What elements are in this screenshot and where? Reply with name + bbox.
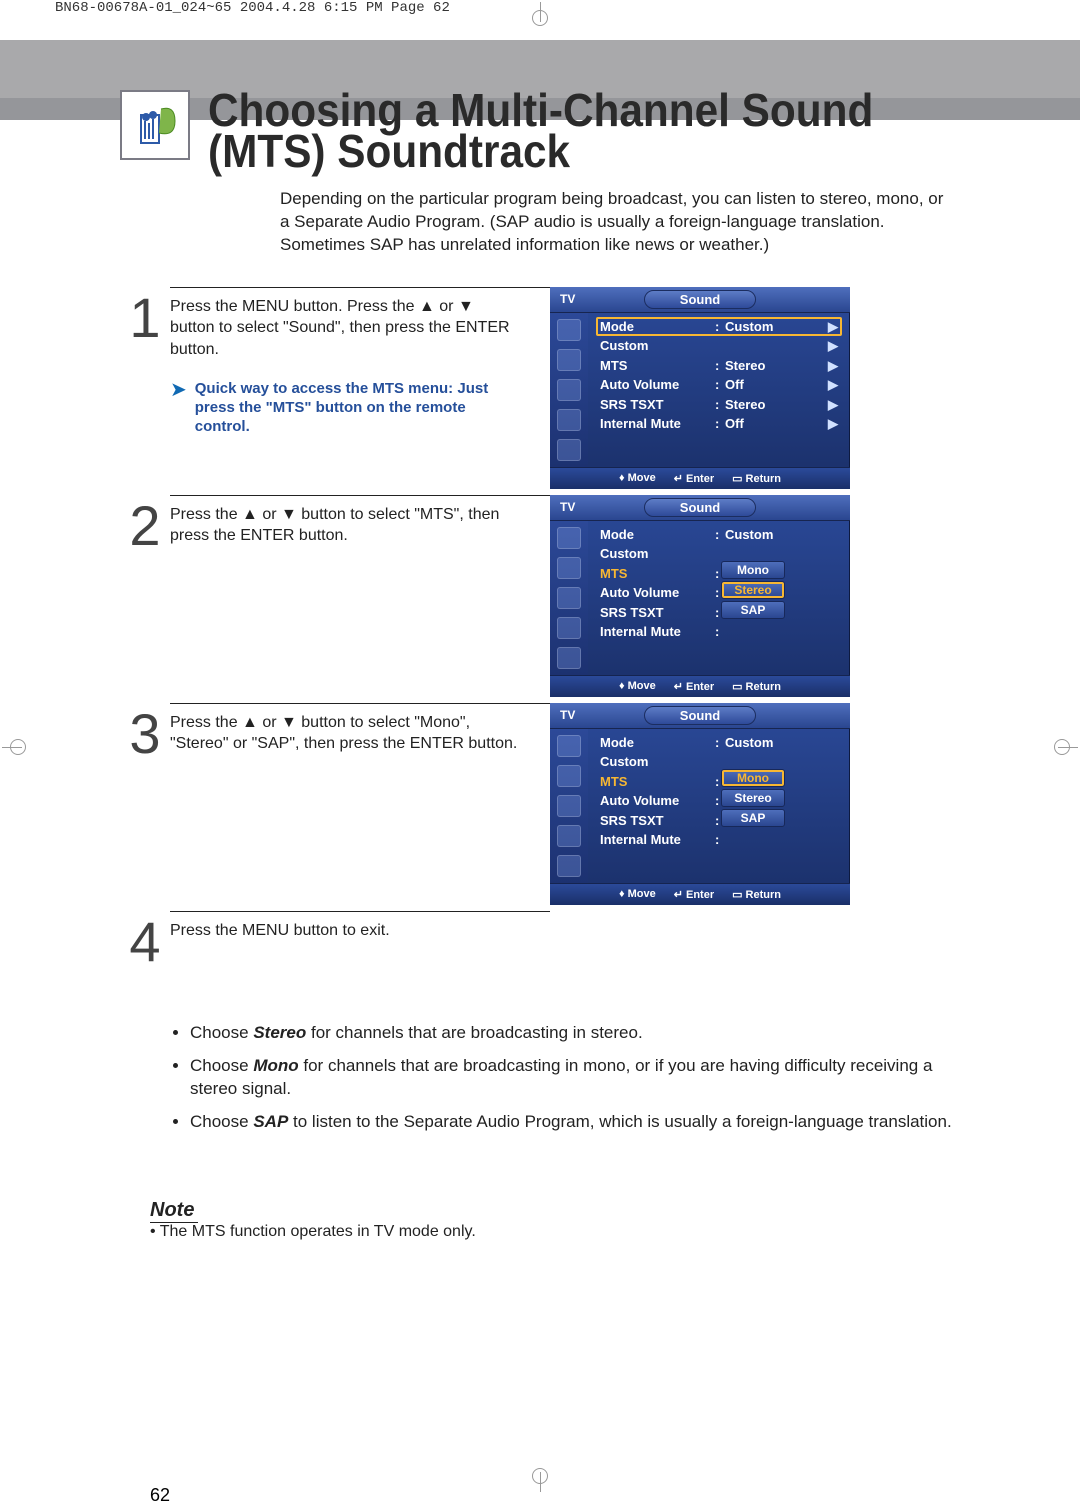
osd-item-mute: Internal Mute: bbox=[596, 622, 842, 642]
osd-footer: ♦Move ↵Enter ▭Return bbox=[550, 467, 850, 489]
osd-item-mode: Mode:Custom▶ bbox=[596, 317, 842, 337]
step-1-text: Press the MENU button. Press the ▲ or ▼ … bbox=[170, 296, 520, 361]
osd-option-sap: SAP bbox=[721, 601, 785, 619]
osd-item-srs: SRS TSXT: bbox=[596, 603, 842, 623]
osd-side-icon bbox=[557, 527, 581, 549]
osd-option-stereo: Stereo bbox=[721, 581, 785, 599]
osd-option-sap: SAP bbox=[721, 809, 785, 827]
osd-item-srs: SRS TSXT: bbox=[596, 811, 842, 831]
crop-header-text: BN68-00678A-01_024~65 2004.4.28 6:15 PM … bbox=[55, 0, 450, 16]
tip-text: Quick way to access the MTS menu: Just p… bbox=[195, 380, 520, 436]
osd-side-icon bbox=[557, 617, 581, 639]
osd-item-custom: Custom▶ bbox=[596, 336, 842, 356]
osd-item-auto: Auto Volume: bbox=[596, 583, 842, 603]
step-4-text: Press the MENU button to exit. bbox=[170, 920, 520, 942]
osd-item-mode: Mode:Custom bbox=[596, 733, 842, 753]
osd-item-mute: Internal Mute:Off▶ bbox=[596, 414, 842, 434]
crop-mark-bottom bbox=[520, 1452, 560, 1492]
step-number-4: 4 bbox=[120, 917, 170, 967]
osd-item-auto: Auto Volume: bbox=[596, 791, 842, 811]
osd-item-custom: Custom bbox=[596, 752, 842, 772]
osd-side-icon bbox=[557, 795, 581, 817]
step-number-3: 3 bbox=[120, 709, 170, 759]
osd-title: Sound bbox=[644, 498, 756, 517]
osd-option-stereo: Stereo bbox=[721, 789, 785, 807]
osd-side-icon bbox=[557, 379, 581, 401]
osd-side-icon bbox=[557, 647, 581, 669]
crop-mark-left bbox=[2, 727, 42, 767]
osd-menu-2: TV Sound Mode:Custom Custom MTS: bbox=[550, 495, 850, 697]
list-item: Choose SAP to listen to the Separate Aud… bbox=[190, 1111, 960, 1134]
osd-item-mute: Internal Mute: bbox=[596, 830, 842, 850]
sound-section-icon bbox=[120, 90, 190, 160]
step-number-2: 2 bbox=[120, 501, 170, 551]
osd-side-icon bbox=[557, 349, 581, 371]
list-item: Choose Mono for channels that are broadc… bbox=[190, 1055, 960, 1101]
crop-mark-top bbox=[520, 2, 560, 42]
step-number-1: 1 bbox=[120, 293, 170, 343]
osd-item-custom: Custom bbox=[596, 544, 842, 564]
osd-side-icon bbox=[557, 439, 581, 461]
note-heading: Note bbox=[150, 1199, 198, 1223]
list-item: Choose Stereo for channels that are broa… bbox=[190, 1022, 960, 1045]
osd-option-mono: Mono bbox=[721, 561, 785, 579]
osd-item-srs: SRS TSXT:Stereo▶ bbox=[596, 395, 842, 415]
page-title: Choosing a Multi-Channel Sound (MTS) Sou… bbox=[208, 90, 900, 173]
crop-mark-right bbox=[1038, 727, 1078, 767]
page-number: 62 bbox=[150, 1485, 170, 1506]
step-3-text: Press the ▲ or ▼ button to select "Mono"… bbox=[170, 712, 520, 755]
osd-item-auto: Auto Volume:Off▶ bbox=[596, 375, 842, 395]
osd-title: Sound bbox=[644, 706, 756, 725]
osd-side-icon bbox=[557, 855, 581, 877]
osd-item-mts: MTS: bbox=[596, 564, 842, 584]
osd-menu-3: TV Sound Mode:Custom Custom MTS: bbox=[550, 703, 850, 905]
osd-tv-label: TV bbox=[560, 708, 575, 722]
osd-footer: ♦Move ↵Enter ▭Return bbox=[550, 675, 850, 697]
osd-tv-label: TV bbox=[560, 500, 575, 514]
osd-side-icon bbox=[557, 765, 581, 787]
osd-side-icon bbox=[557, 557, 581, 579]
intro-paragraph: Depending on the particular program bein… bbox=[280, 188, 950, 257]
osd-item-mode: Mode:Custom bbox=[596, 525, 842, 545]
osd-item-mts: MTS:Stereo▶ bbox=[596, 356, 842, 376]
osd-side-icon bbox=[557, 319, 581, 341]
tip-arrow-icon: ➤ bbox=[170, 380, 187, 400]
osd-option-mono: Mono bbox=[721, 769, 785, 787]
osd-side-icon bbox=[557, 587, 581, 609]
osd-tv-label: TV bbox=[560, 292, 575, 306]
note-body: • The MTS function operates in TV mode o… bbox=[150, 1223, 960, 1241]
tips-list: Choose Stereo for channels that are broa… bbox=[120, 1022, 960, 1134]
osd-side-icon bbox=[557, 735, 581, 757]
step-2-text: Press the ▲ or ▼ button to select "MTS",… bbox=[170, 504, 520, 547]
osd-side-icon bbox=[557, 409, 581, 431]
osd-side-icon bbox=[557, 825, 581, 847]
osd-footer: ♦Move ↵Enter ▭Return bbox=[550, 883, 850, 905]
osd-menu-1: TV Sound Mode:Custom▶ Custom▶ MTS:Ster bbox=[550, 287, 850, 489]
osd-title: Sound bbox=[644, 290, 756, 309]
osd-item-mts: MTS: bbox=[596, 772, 842, 792]
